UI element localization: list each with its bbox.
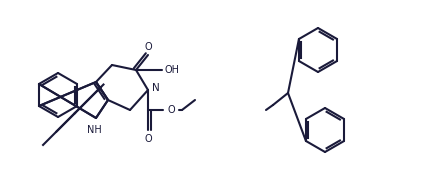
- Text: O: O: [144, 134, 152, 144]
- Text: N: N: [152, 83, 160, 93]
- Text: O: O: [167, 105, 175, 115]
- Text: NH: NH: [86, 125, 101, 135]
- Text: OH: OH: [165, 65, 179, 75]
- Text: O: O: [144, 42, 152, 52]
